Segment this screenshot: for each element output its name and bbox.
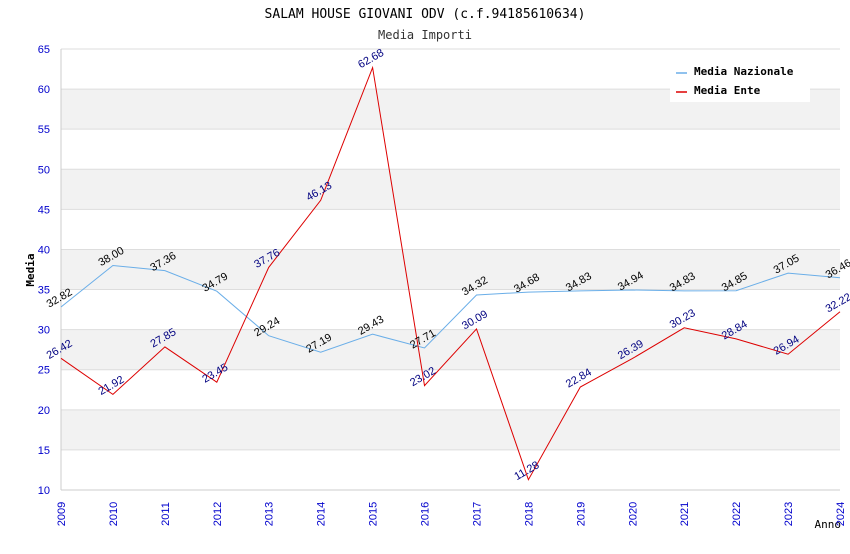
x-tick-label: 2020 xyxy=(627,502,639,526)
x-tick-label: 2018 xyxy=(523,502,535,526)
y-tick-label: 45 xyxy=(38,204,50,216)
x-tick-label: 2011 xyxy=(160,502,172,526)
grid-band xyxy=(61,329,840,370)
y-tick-label: 25 xyxy=(38,365,50,377)
x-tick-label: 2009 xyxy=(56,502,68,526)
grid-band xyxy=(61,249,840,290)
x-tick-label: 2019 xyxy=(575,502,587,526)
data-label-media-ente: 30.23 xyxy=(668,307,698,331)
x-tick-label: 2022 xyxy=(731,502,743,526)
x-tick-label: 2017 xyxy=(471,502,483,526)
y-tick-label: 35 xyxy=(38,285,50,297)
legend: Media Nazionale Media Ente xyxy=(670,58,810,102)
y-tick-label: 50 xyxy=(38,164,50,176)
x-tick-label: 2014 xyxy=(316,502,328,526)
data-label-media-ente: 11.28 xyxy=(512,459,541,483)
legend-label-media-ente: Media Ente xyxy=(694,84,761,97)
legend-label-media-nazionale: Media Nazionale xyxy=(694,65,794,78)
y-tick-label: 10 xyxy=(38,485,50,497)
data-label-media-ente: 32.22 xyxy=(824,291,850,315)
y-tick-label: 30 xyxy=(38,325,50,337)
chart-title: SALAM HOUSE GIOVANI ODV (c.f.94185610634… xyxy=(265,7,586,22)
y-tick-label: 40 xyxy=(38,244,50,256)
x-tick-label: 2013 xyxy=(264,502,276,526)
series-line-media-ente xyxy=(60,65,841,481)
x-tick-label: 2012 xyxy=(212,502,224,526)
data-label-media-ente: 21.92 xyxy=(97,374,127,398)
data-label-media-ente: 30.09 xyxy=(460,308,490,332)
grid-band xyxy=(61,169,840,210)
y-tick-label: 65 xyxy=(38,44,50,56)
x-tick-label: 2024 xyxy=(835,502,847,526)
x-tick-label: 2021 xyxy=(679,502,691,526)
y-tick-label: 55 xyxy=(38,124,50,136)
legend-box xyxy=(670,58,810,102)
series-line-media-nazionale xyxy=(60,264,841,353)
y-tick-label: 60 xyxy=(38,84,50,96)
data-label-media-ente: 62.68 xyxy=(356,47,386,71)
x-tick-label: 2016 xyxy=(420,502,432,526)
x-tick-label: 2010 xyxy=(108,502,120,526)
chart-subtitle: Media Importi xyxy=(378,28,472,42)
x-tick-label: 2023 xyxy=(783,502,795,526)
y-tick-label: 15 xyxy=(38,445,50,457)
grid-band xyxy=(61,409,840,450)
y-tick-label: 20 xyxy=(38,405,50,417)
x-axis-label: Anno xyxy=(815,518,842,531)
x-tick-label: 2015 xyxy=(368,502,380,526)
y-axis-label: Media xyxy=(24,253,37,286)
